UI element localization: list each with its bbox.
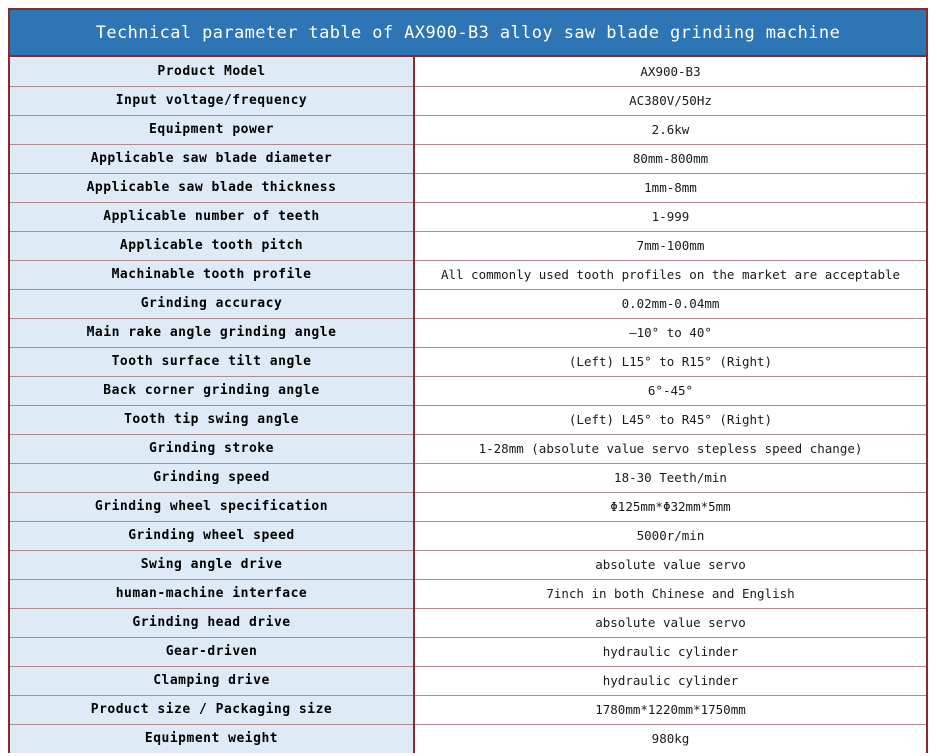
table-row: Tooth surface tilt angle (Left) L15° to R… [10,347,926,377]
parameter-name-cell: Grinding accuracy [10,289,415,319]
table-row: Grinding stroke 1-28mm (absolute value se… [10,434,926,464]
spec-table-body: Product Model AX900-B3 Input voltage/frequ… [10,57,926,753]
table-row: Equipment weight 980kg [10,724,926,753]
parameter-value-cell: 18-30 Teeth/min [414,463,926,493]
parameter-name-cell: Applicable saw blade thickness [10,173,415,203]
parameter-name-cell: Grinding wheel speed [10,521,415,551]
parameter-name-cell: Equipment weight [10,724,415,753]
parameter-value-cell: (Left) L15° to R15° (Right) [414,347,926,377]
parameter-value-cell: hydraulic cylinder [414,637,926,667]
parameter-value-cell: 1mm-8mm [414,173,926,203]
table-row: Product size / Packaging size 1780mm*1220… [10,695,926,725]
table-row: Grinding accuracy 0.02mm-0.04mm [10,289,926,319]
parameter-name-cell: human-machine interface [10,579,415,609]
parameter-value-cell: hydraulic cylinder [414,666,926,696]
parameter-name-cell: Equipment power [10,115,415,145]
table-row: Swing angle drive absolute value servo [10,550,926,580]
parameter-value-cell: 6°-45° [414,376,926,406]
table-row: Gear-driven hydraulic cylinder [10,637,926,667]
parameter-value-cell: 7inch in both Chinese and English [414,579,926,609]
table-row: Clamping drive hydraulic cylinder [10,666,926,696]
parameter-value-cell: 0.02mm-0.04mm [414,289,926,319]
parameter-name-cell: Applicable saw blade diameter [10,144,415,174]
parameter-value-cell: AX900-B3 [414,57,926,87]
table-title: Technical parameter table of AX900-B3 al… [10,10,926,57]
parameter-value-cell: 2.6kw [414,115,926,145]
parameter-name-cell: Grinding speed [10,463,415,493]
parameter-name-cell: Applicable number of teeth [10,202,415,232]
table-row: Product Model AX900-B3 [10,57,926,87]
parameter-name-cell: Machinable tooth profile [10,260,415,290]
parameter-value-cell: All commonly used tooth profiles on the … [414,260,926,290]
table-row: Tooth tip swing angle (Left) L45° to R45°… [10,405,926,435]
parameter-name-cell: Back corner grinding angle [10,376,415,406]
parameter-value-cell: absolute value servo [414,608,926,638]
table-row: human-machine interface 7inch in both Chi… [10,579,926,609]
parameter-value-cell: 1-28mm (absolute value servo stepless sp… [414,434,926,464]
parameter-name-cell: Product Model [10,57,415,87]
parameter-name-cell: Grinding head drive [10,608,415,638]
parameter-value-cell: Φ125mm*Φ32mm*5mm [414,492,926,522]
parameter-value-cell: 5000r/min [414,521,926,551]
table-row: Grinding head drive absolute value servo [10,608,926,638]
parameter-name-cell: Grinding wheel specification [10,492,415,522]
parameter-name-cell: Product size / Packaging size [10,695,415,725]
table-row: Input voltage/frequency AC380V/50Hz [10,86,926,116]
table-row: Grinding wheel speed 5000r/min [10,521,926,551]
parameter-value-cell: 1-999 [414,202,926,232]
parameter-name-cell: Applicable tooth pitch [10,231,415,261]
table-row: Machinable tooth profile All commonly use… [10,260,926,290]
parameter-value-cell: 980kg [414,724,926,753]
parameter-name-cell: Tooth tip swing angle [10,405,415,435]
table-row: Main rake angle grinding angle —10° to 40… [10,318,926,348]
spec-table: Product Model AX900-B3 Input voltage/frequ… [10,57,926,753]
parameter-name-cell: Input voltage/frequency [10,86,415,116]
spec-table-container: Technical parameter table of AX900-B3 al… [8,8,928,753]
table-row: Back corner grinding angle 6°-45° [10,376,926,406]
parameter-value-cell: 7mm-100mm [414,231,926,261]
parameter-name-cell: Grinding stroke [10,434,415,464]
parameter-name-cell: Gear-driven [10,637,415,667]
parameter-value-cell: AC380V/50Hz [414,86,926,116]
parameter-value-cell: 1780mm*1220mm*1750mm [414,695,926,725]
table-row: Applicable saw blade thickness 1mm-8mm [10,173,926,203]
parameter-value-cell: (Left) L45° to R45° (Right) [414,405,926,435]
table-row: Applicable saw blade diameter 80mm-800mm [10,144,926,174]
table-row: Equipment power 2.6kw [10,115,926,145]
table-row: Grinding wheel specification Φ125mm*Φ32mm… [10,492,926,522]
table-row: Applicable number of teeth 1-999 [10,202,926,232]
table-row: Grinding speed 18-30 Teeth/min [10,463,926,493]
parameter-value-cell: absolute value servo [414,550,926,580]
parameter-name-cell: Main rake angle grinding angle [10,318,415,348]
parameter-value-cell: 80mm-800mm [414,144,926,174]
parameter-name-cell: Swing angle drive [10,550,415,580]
parameter-value-cell: —10° to 40° [414,318,926,348]
table-row: Applicable tooth pitch 7mm-100mm [10,231,926,261]
parameter-name-cell: Tooth surface tilt angle [10,347,415,377]
parameter-name-cell: Clamping drive [10,666,415,696]
